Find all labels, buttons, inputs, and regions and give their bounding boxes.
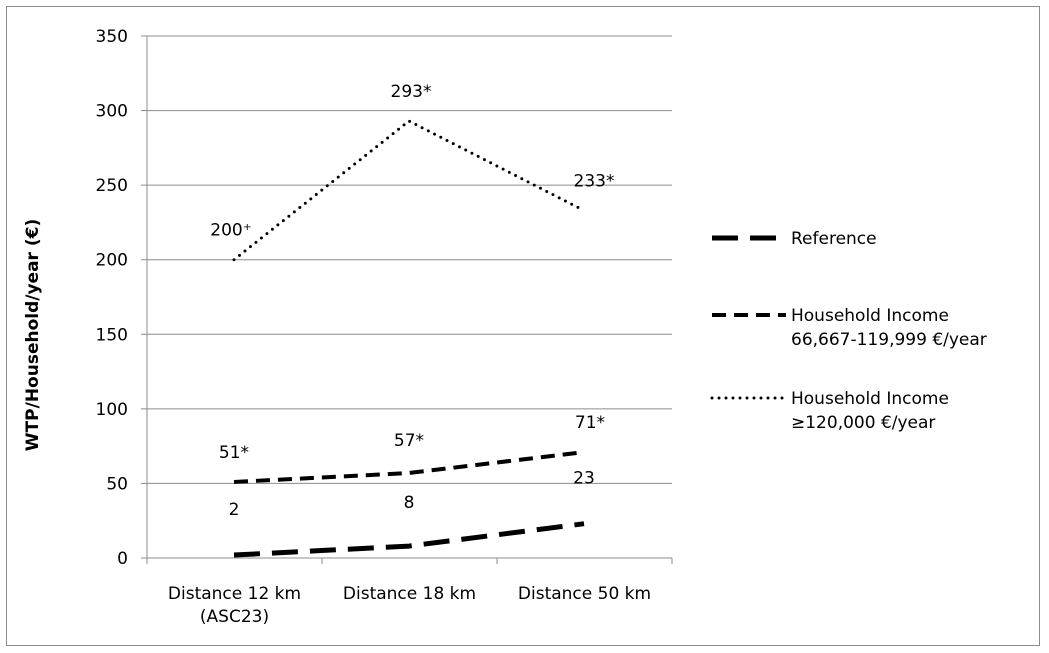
y-tick-label-0: 0 xyxy=(117,549,128,569)
data-label-s1-p1: 57* xyxy=(394,431,424,451)
data-label-s1-p0: 51* xyxy=(219,443,249,463)
y-tick-label-350: 350 xyxy=(96,27,128,47)
y-tick-label-100: 100 xyxy=(96,400,128,420)
y-tick-labels: 0 50 100 150 200 250 300 350 xyxy=(96,27,128,569)
data-labels: 2 8 23 51* 57* 71* 200⁺ 293* 233* xyxy=(210,82,614,520)
axes xyxy=(141,35,673,564)
x-category-label-0-1: (ASC23) xyxy=(200,607,269,627)
y-tick-label-300: 300 xyxy=(96,102,128,122)
data-label-s2-p2: 233* xyxy=(574,171,615,191)
x-category-label-1-0: Distance 18 km xyxy=(343,584,476,604)
chart-frame xyxy=(6,6,1040,646)
legend-label-0-0: Reference xyxy=(791,229,877,249)
legend-label-2-1: ≥120,000 €/year xyxy=(791,413,935,433)
x-category-label-0-0: Distance 12 km xyxy=(168,584,301,604)
y-tick-label-250: 250 xyxy=(96,176,128,196)
series-line-0 xyxy=(233,521,585,558)
series-line-2 xyxy=(232,119,586,262)
data-label-s2-p1: 293* xyxy=(391,82,432,102)
x-category-label-2-0: Distance 50 km xyxy=(518,584,651,604)
series-lines xyxy=(232,119,586,558)
series-line-1 xyxy=(233,450,585,484)
y-tick-label-150: 150 xyxy=(96,325,128,345)
data-label-s0-p2: 23 xyxy=(573,469,595,489)
data-label-s0-p1: 8 xyxy=(404,493,415,513)
legend-label-2-0: Household Income xyxy=(791,389,949,409)
y-tick-label-50: 50 xyxy=(106,474,128,494)
x-category-labels: Distance 12 km (ASC23) Distance 18 km Dista… xyxy=(168,584,651,627)
y-tick-label-200: 200 xyxy=(96,251,128,271)
data-label-s1-p2: 71* xyxy=(575,413,605,433)
legend: Reference Household Income 66,667-119,999 … xyxy=(710,229,987,433)
legend-label-1-1: 66,667-119,999 €/year xyxy=(791,330,987,350)
y-axis-title: WTP/Household/year (€) xyxy=(23,219,43,451)
legend-label-1-0: Household Income xyxy=(791,306,949,326)
data-label-s2-p0: 200⁺ xyxy=(210,221,251,241)
data-label-s0-p0: 2 xyxy=(229,500,240,520)
